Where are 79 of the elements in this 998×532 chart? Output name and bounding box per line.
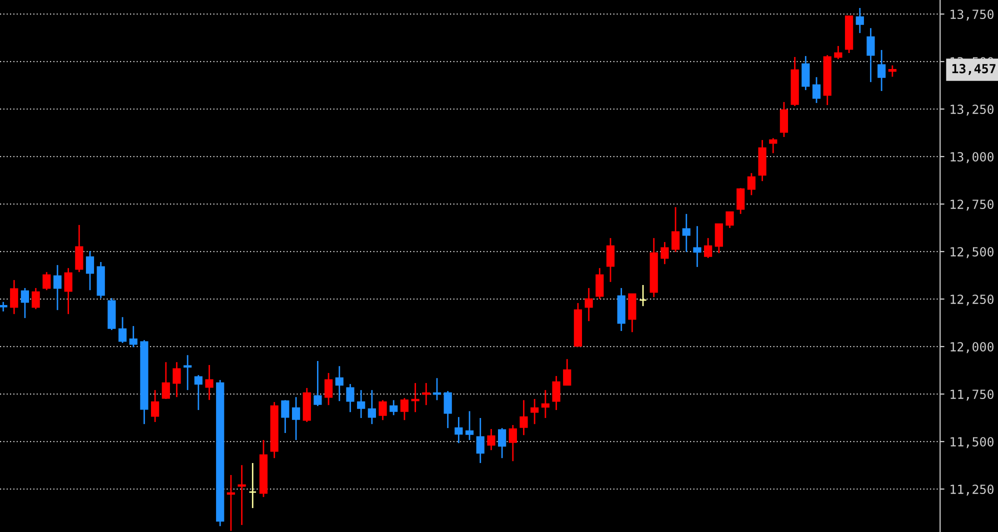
candlestick bbox=[151, 389, 160, 423]
candlestick bbox=[368, 389, 376, 425]
candlestick bbox=[660, 241, 669, 265]
candlestick bbox=[32, 287, 40, 310]
candlestick bbox=[172, 361, 181, 398]
candlestick bbox=[357, 389, 366, 419]
text: 13,457 bbox=[952, 64, 996, 75]
candlestick bbox=[129, 325, 138, 348]
y-tick-label: 13,750 bbox=[950, 10, 994, 21]
candlestick bbox=[736, 187, 745, 215]
y-tick-label: 11,500 bbox=[950, 437, 994, 448]
candlestick bbox=[162, 361, 170, 400]
candlestick bbox=[226, 474, 236, 532]
candlestick bbox=[205, 364, 214, 401]
candlestick bbox=[878, 49, 886, 92]
candlestick bbox=[552, 375, 560, 411]
candlestick bbox=[866, 27, 875, 83]
candlestick bbox=[64, 267, 72, 315]
candlestick bbox=[42, 271, 51, 291]
candlestick bbox=[411, 382, 420, 413]
candlestick bbox=[563, 358, 572, 386]
candlestick bbox=[346, 383, 354, 413]
candlestick bbox=[0, 301, 8, 312]
candlestick bbox=[422, 382, 430, 406]
candlestick bbox=[10, 279, 18, 315]
candlestick bbox=[606, 237, 615, 283]
candlestick bbox=[20, 287, 29, 319]
candlestick bbox=[400, 397, 409, 421]
candlestick bbox=[802, 55, 810, 91]
candlestick bbox=[476, 417, 484, 464]
y-tick-label: 12,750 bbox=[950, 200, 994, 211]
candlestick bbox=[118, 316, 127, 344]
candlestick bbox=[281, 399, 290, 434]
candlestick bbox=[390, 399, 398, 416]
candlestick bbox=[487, 428, 496, 451]
candlestick bbox=[498, 427, 506, 459]
candlestick bbox=[584, 287, 593, 322]
candlestick bbox=[693, 225, 702, 268]
y-tick-label: 11,750 bbox=[950, 390, 994, 401]
candlestick bbox=[596, 267, 604, 300]
y-tick-label: 13,000 bbox=[950, 152, 994, 164]
candlestick bbox=[184, 354, 192, 391]
y-tick-label: 12,500 bbox=[950, 247, 994, 258]
candlestick bbox=[888, 64, 896, 78]
candlestick bbox=[314, 360, 322, 407]
y-tick-label: 11,250 bbox=[950, 484, 994, 496]
candlestick bbox=[704, 237, 712, 259]
candlestick bbox=[335, 365, 344, 402]
candlestick bbox=[465, 410, 474, 441]
candlestick bbox=[530, 398, 539, 425]
y-tick-label: 12,000 bbox=[950, 342, 994, 354]
candlestick bbox=[541, 389, 550, 419]
candlestick bbox=[780, 101, 788, 138]
candlestick bbox=[769, 137, 778, 154]
candlestick bbox=[520, 399, 528, 436]
candlestick bbox=[432, 377, 442, 401]
candlestick bbox=[454, 416, 463, 444]
candlestick bbox=[86, 250, 94, 291]
candlestick bbox=[194, 374, 202, 411]
candlestick bbox=[53, 264, 62, 311]
candlestick bbox=[671, 206, 680, 253]
candlestick bbox=[508, 424, 517, 462]
y-tick-label: 12,250 bbox=[950, 294, 994, 306]
candlestick bbox=[747, 172, 756, 196]
candlestick bbox=[238, 464, 246, 526]
candlestick bbox=[324, 372, 333, 406]
candlestick bbox=[834, 45, 842, 60]
candlestick bbox=[378, 399, 387, 421]
candlestick bbox=[812, 76, 821, 104]
candlestick bbox=[248, 462, 257, 509]
y-tick-label: 13,250 bbox=[950, 104, 994, 116]
candlestick bbox=[638, 284, 648, 307]
candlestick bbox=[682, 213, 690, 253]
candlestick bbox=[726, 211, 734, 229]
candlestick bbox=[444, 390, 452, 429]
candlestick bbox=[292, 396, 300, 441]
candlestick bbox=[75, 224, 84, 273]
candlestick bbox=[714, 223, 723, 254]
candlestick bbox=[856, 7, 864, 34]
